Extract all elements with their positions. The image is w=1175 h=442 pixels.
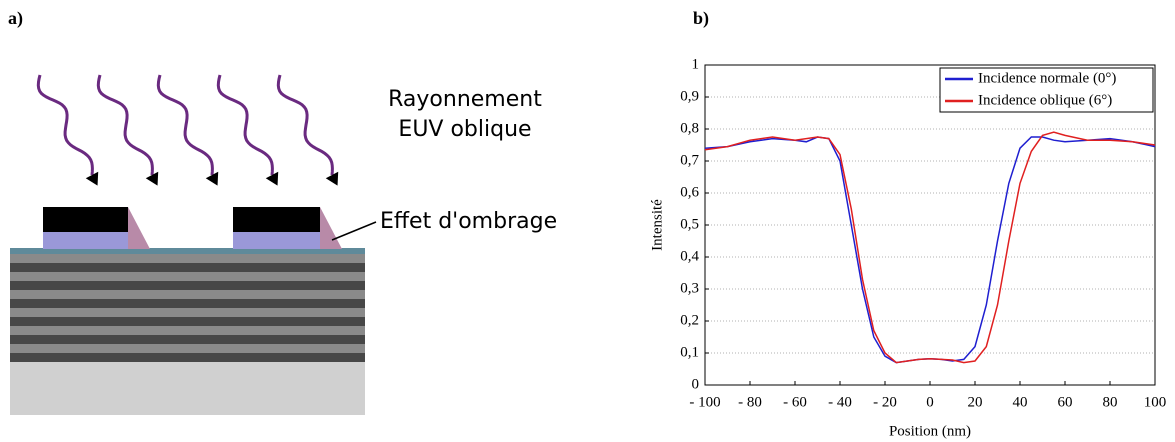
- absorber-base: [43, 232, 128, 249]
- x-axis-label: Position (nm): [889, 423, 971, 439]
- absorber: [233, 207, 320, 232]
- x-tick-label: - 60: [783, 394, 807, 410]
- arrow-head: [145, 171, 159, 186]
- x-tick-label: 40: [1013, 394, 1028, 410]
- x-tick-label: - 20: [873, 394, 897, 410]
- pointer: [331, 221, 377, 241]
- legend-label: Incidence normale (0°): [978, 70, 1116, 86]
- capping-layer: [10, 248, 365, 254]
- y-tick-label: 1: [692, 56, 700, 72]
- radiation-label: Rayonnement: [388, 87, 542, 112]
- layer: [10, 344, 365, 353]
- shadow-label: Effet d'ombrage: [380, 209, 557, 234]
- layer: [10, 326, 365, 335]
- panel-label: b): [693, 8, 709, 29]
- arrow-head: [85, 171, 99, 186]
- radiation-wave: [276, 74, 334, 176]
- radiation-wave: [36, 74, 94, 176]
- y-axis-label: Intensité: [649, 199, 665, 251]
- multilayer: [10, 254, 365, 362]
- layer: [10, 317, 365, 326]
- layer: [10, 290, 365, 299]
- x-tick-label: - 100: [689, 394, 720, 410]
- diagram: a) Rayonnement EUV oblique Effet d'ombra…: [8, 8, 709, 415]
- x-tick-label: - 40: [828, 394, 852, 410]
- layer: [10, 281, 365, 290]
- chart: 0 0,1 0,2 0,3 0,4 0,5 0,6 0,7 0,8 0,9 1 - 100 - 80 - …: [649, 56, 1166, 439]
- x-tick-label: 100: [1144, 394, 1167, 410]
- data-line: [704, 136, 1156, 364]
- layer: [10, 308, 365, 317]
- radiation-wave: [96, 74, 154, 176]
- plot-frame: [704, 64, 1156, 386]
- y-tick-label: 0: [692, 376, 700, 392]
- y-tick-label: 0,1: [680, 344, 699, 360]
- y-tick-label: 0,9: [680, 88, 699, 104]
- x-tick-label: 80: [1103, 394, 1118, 410]
- radiation-label: EUV oblique: [398, 117, 531, 142]
- arrow-head: [205, 171, 219, 186]
- arrow-head: [265, 171, 279, 186]
- layer: [10, 272, 365, 281]
- arrow-head: [325, 171, 339, 186]
- y-tick-label: 0,5: [680, 216, 699, 232]
- absorber-base: [233, 232, 320, 249]
- y-tick-label: 0,3: [680, 280, 699, 296]
- y-tick-label: 0,8: [680, 120, 699, 136]
- legend-box: [939, 67, 1154, 113]
- substrate: [10, 362, 365, 415]
- x-tick-label: 60: [1058, 394, 1073, 410]
- data-line: [704, 131, 1156, 364]
- y-tick-label: 0,7: [680, 152, 699, 168]
- y-tick-label: 0,6: [680, 184, 699, 200]
- y-tick-label: 0,4: [680, 248, 699, 264]
- panel-label: a): [8, 8, 23, 29]
- absorber: [43, 207, 128, 232]
- shadow: [320, 207, 342, 249]
- x-tick-label: 0: [926, 394, 934, 410]
- layer: [10, 263, 365, 272]
- legend-label: Incidence oblique (6°): [978, 92, 1112, 108]
- shadow: [128, 207, 150, 249]
- layer: [10, 335, 365, 344]
- layer: [10, 353, 365, 362]
- x-tick-label: - 80: [738, 394, 762, 410]
- y-tick-label: 0,2: [680, 312, 699, 328]
- layer: [10, 299, 365, 308]
- radiation-wave: [216, 74, 274, 176]
- x-tick-label: 20: [968, 394, 983, 410]
- layer: [10, 254, 365, 263]
- radiation-wave: [156, 74, 214, 176]
